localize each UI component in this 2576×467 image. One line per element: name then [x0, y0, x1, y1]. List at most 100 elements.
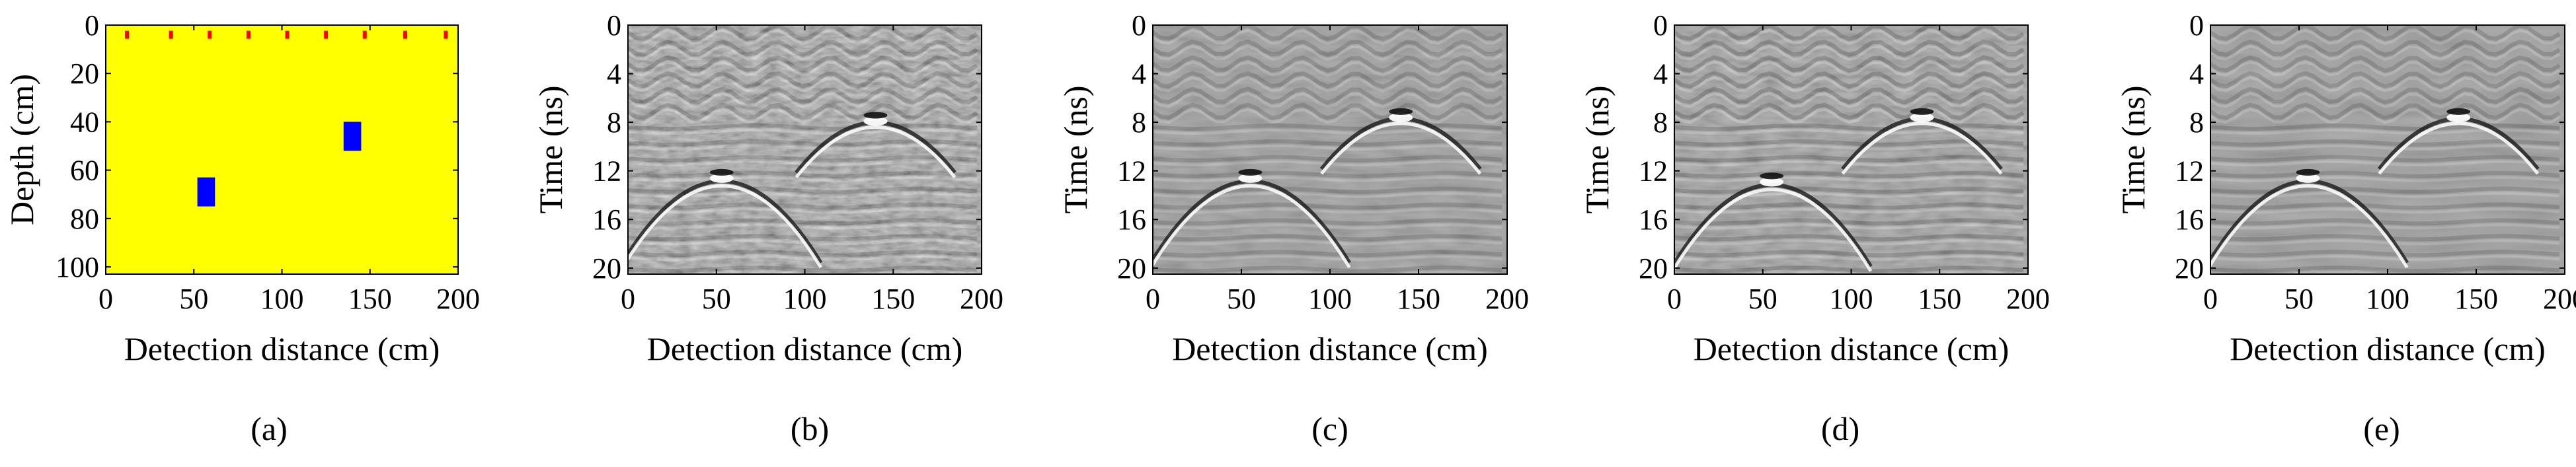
antenna-marker [208, 30, 212, 39]
radargram [628, 25, 982, 274]
x-axis-label: Detection distance (cm) [2230, 330, 2546, 367]
hyperbola-apex [2296, 173, 2320, 183]
hyperbola-apex-dark [2296, 168, 2320, 176]
y-tick-label: 4 [1653, 58, 1668, 90]
panel-label-c: (c) [1311, 410, 1348, 447]
x-tick-label: 200 [2543, 283, 2576, 315]
y-tick-label: 0 [2189, 9, 2204, 42]
y-tick-label: 20 [70, 57, 99, 90]
x-tick-label: 200 [960, 283, 1003, 315]
antenna-marker [124, 30, 129, 39]
x-tick-label: 200 [436, 283, 480, 315]
x-tick-label: 50 [702, 283, 731, 315]
x-tick-label: 50 [179, 283, 208, 315]
y-tick-label: 12 [1639, 155, 1668, 188]
antenna-marker [444, 30, 448, 39]
y-tick-label: 0 [1132, 9, 1146, 42]
y-axis-label: Time (ns) [1579, 85, 1616, 213]
y-tick-label: 0 [607, 9, 621, 42]
x-tick-label: 150 [348, 283, 392, 315]
hyperbola-apex [863, 116, 888, 126]
x-axis-label: Detection distance (cm) [1172, 330, 1488, 367]
y-tick-label: 8 [2189, 106, 2204, 139]
y-axis-label: Depth (cm) [3, 74, 40, 225]
hyperbola-apex-dark [863, 112, 888, 119]
hyperbola-apex-dark [1910, 108, 1934, 115]
x-tick-label: 0 [2203, 283, 2218, 315]
x-tick-label: 0 [621, 283, 635, 315]
noise-texture [628, 25, 982, 274]
y-tick-label: 0 [85, 9, 99, 42]
antenna-marker [246, 30, 251, 39]
antenna-marker [169, 30, 173, 39]
y-axis-label: Time (ns) [532, 85, 569, 213]
model-background [106, 25, 458, 274]
hyperbola-apex [1238, 173, 1263, 183]
hyperbola-light [628, 184, 822, 269]
radargram [1153, 25, 1507, 274]
y-tick-label: 40 [70, 106, 99, 138]
x-tick-label: 150 [871, 283, 915, 315]
antenna-marker [324, 30, 329, 39]
x-tick-label: 0 [1667, 283, 1682, 315]
hyperbola-apex [1910, 112, 1934, 122]
hyperbola-light [1320, 122, 1482, 175]
x-tick-label: 50 [2284, 283, 2314, 315]
x-tick-label: 0 [1146, 283, 1160, 315]
panel-d: 0 50 100 150 200 0 4 8 12 16 20 Detection distance … [1579, 9, 2050, 367]
y-tick-label: 4 [607, 58, 621, 90]
y-tick-label: 80 [70, 203, 99, 235]
hyperbola-light [1153, 184, 1351, 269]
panel-label-b: (b) [790, 410, 830, 447]
y-tick-label: 16 [1117, 203, 1146, 236]
y-axis-label: Time (ns) [1057, 85, 1094, 213]
y-tick-label: 12 [1117, 155, 1146, 188]
buried-object-1 [197, 177, 215, 207]
hyperbola-light [2378, 122, 2540, 175]
antenna-marker [403, 30, 408, 39]
hyperbola-light [795, 126, 956, 178]
hyperbola-apex-dark [2446, 108, 2471, 115]
hyperbola-apex [709, 173, 734, 183]
y-tick-label: 20 [1639, 252, 1668, 285]
hyperbola-apex-dark [709, 168, 734, 176]
x-axis-label: Detection distance (cm) [1694, 330, 2010, 367]
x-tick-label: 100 [2366, 283, 2409, 315]
x-tick-label: 100 [1308, 283, 1352, 315]
noise-texture [1674, 25, 2028, 274]
x-tick-label: 50 [1227, 283, 1256, 315]
x-tick-label: 200 [2006, 283, 2050, 315]
y-tick-label: 12 [592, 155, 621, 188]
y-tick-label: 16 [592, 203, 621, 236]
y-axis-label: Time (ns) [2115, 85, 2152, 213]
y-tick-label: 100 [56, 251, 99, 283]
x-tick-label: 200 [1485, 283, 1529, 315]
y-tick-label: 0 [1653, 9, 1668, 42]
buried-object-2 [343, 122, 362, 151]
panel-label-e: (e) [2363, 410, 2400, 447]
hyperbola-apex-dark [1238, 168, 1263, 176]
y-tick-label: 8 [1653, 106, 1668, 139]
x-tick-label: 150 [1397, 283, 1440, 315]
hyperbola-apex-dark [1389, 108, 1413, 115]
y-tick-label: 8 [607, 106, 621, 139]
x-tick-label: 150 [1918, 283, 1961, 315]
hyperbola-apex [2446, 112, 2471, 122]
hyperbola-apex [1389, 112, 1413, 122]
hyperbola-apex [1760, 177, 1784, 187]
panel-b: 0 50 100 150 200 0 4 8 12 16 20 Detection distance … [532, 9, 1003, 367]
y-tick-label: 20 [1117, 252, 1146, 285]
x-tick-label: 100 [1830, 283, 1873, 315]
hyperbola-light [2210, 184, 2409, 269]
x-axis-label: Detection distance (cm) [124, 330, 440, 367]
x-tick-label: 50 [1748, 283, 1777, 315]
y-tick-label: 20 [592, 252, 621, 285]
antenna-marker [285, 30, 290, 39]
y-tick-label: 12 [2175, 155, 2204, 188]
x-tick-label: 0 [98, 283, 113, 315]
y-tick-label: 8 [1132, 106, 1146, 139]
panel-c: 0 50 100 150 200 0 4 8 12 16 20 Detection distance … [1057, 9, 1529, 367]
panel-label-a: (a) [251, 410, 288, 447]
hyperbola-apex-dark [1760, 172, 1784, 180]
